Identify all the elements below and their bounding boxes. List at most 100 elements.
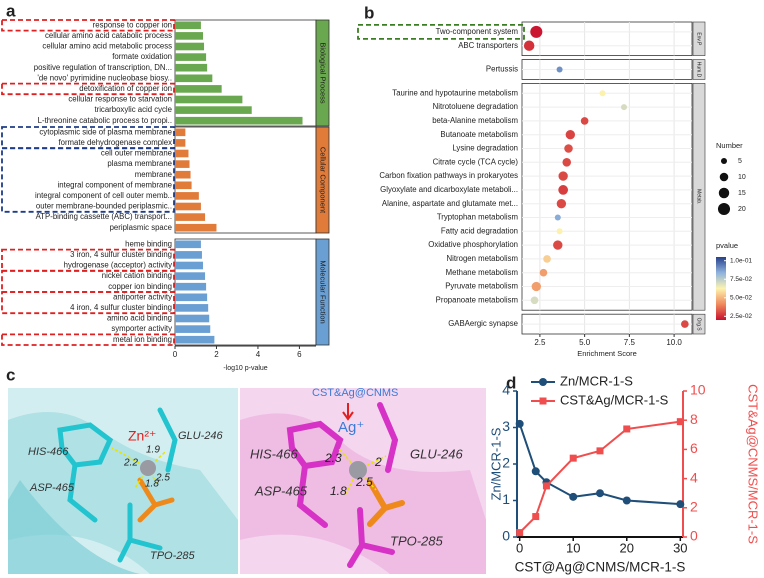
dot: [565, 130, 575, 140]
dot: [580, 117, 589, 125]
group-label: Molecular Function: [319, 260, 328, 323]
category-label: response to copper ion: [93, 20, 172, 29]
colorbar-label: 5.0e-02: [730, 294, 752, 301]
category-label: GABAergic synapse: [448, 319, 518, 328]
y-tick-label: 1: [502, 491, 510, 507]
category-label: cellular amino acid metabolic process: [42, 42, 172, 51]
x-axis-title: Enrichment Score: [577, 349, 637, 358]
y-tick-label: 3: [502, 418, 510, 434]
category-label: amino acid binding: [107, 314, 172, 323]
facet-label: Hum.D: [696, 62, 702, 78]
category-label: formate dehydrogenase complex: [58, 138, 172, 147]
group-label: Biological Process: [319, 42, 328, 104]
legend-dot: [717, 202, 731, 216]
bar: [175, 335, 215, 344]
dot: [531, 281, 541, 292]
residue-label: GLU-246: [410, 446, 464, 461]
category-label: cell outer membrane: [101, 149, 172, 158]
x-axis-title: CST@Ag@CNMS/MCR-1-S: [515, 560, 686, 575]
category-label: detoxification of copper ion: [79, 84, 172, 93]
dot: [556, 66, 563, 73]
ribbon: [8, 480, 140, 574]
bar: [175, 282, 207, 291]
marker: [622, 496, 631, 505]
dot: [599, 90, 606, 97]
bar: [175, 223, 217, 232]
x-tick-label: 20: [620, 540, 634, 555]
residue-label: GLU-246: [178, 430, 224, 442]
x-tick-label: 2: [214, 350, 219, 359]
dot: [539, 268, 548, 277]
highlight-box: [1, 19, 175, 32]
category-label: Nitrogen metabolism: [446, 254, 518, 263]
legend-label: Zn/MCR-1-S: [560, 373, 633, 388]
category-label: Alanine, aspartate and glutamate met...: [382, 199, 518, 208]
legend-marker: [539, 397, 547, 405]
category-label: Two-component system: [436, 27, 518, 36]
group-label: Cellular Component: [319, 147, 328, 214]
compound-label: CST&Ag@CNMS: [312, 387, 398, 399]
bar: [175, 261, 203, 270]
ion-label: Ag⁺: [338, 419, 364, 436]
residue-label: ASP-465: [254, 483, 308, 498]
legend-label: 20: [738, 206, 746, 213]
legend-dot: [718, 187, 730, 199]
category-label: ABC transporters: [458, 41, 518, 50]
colorbar-label: 7.5e-02: [730, 276, 752, 283]
dot: [556, 199, 567, 209]
highlight-box: [1, 333, 175, 346]
bar: [175, 85, 222, 93]
marker: [542, 482, 550, 490]
category-label: tricarboxylic acid cycle: [94, 105, 172, 114]
legend-marker: [539, 378, 547, 386]
category-label: Nitrotoluene degradation: [433, 102, 518, 111]
category-label: formate oxidation: [112, 52, 172, 61]
category-label: outer membrane-bounded periplasmic..: [36, 202, 172, 211]
dot: [523, 40, 535, 51]
facet-panel: [521, 21, 693, 56]
marker: [515, 419, 524, 428]
category-label: membrane: [135, 170, 172, 179]
bar: [175, 240, 201, 249]
residue-label: ASP-465: [29, 482, 75, 494]
bar: [175, 213, 206, 221]
category-label: ATP-binding cassette (ABC) transport...: [36, 212, 172, 221]
distance-label: 2.5: [355, 475, 373, 489]
facet-label: Env.P: [696, 32, 702, 46]
bar: [175, 32, 203, 40]
dot: [564, 144, 573, 153]
marker: [569, 492, 578, 501]
dot: [553, 240, 563, 250]
legend-label: CST&Ag/MCR-1-S: [560, 392, 669, 407]
marker: [531, 467, 540, 476]
dot: [554, 214, 561, 221]
category-label: Taurine and hypotaurine metabolism: [392, 88, 518, 97]
category-label: hydrogenase (acceptor) activity: [64, 261, 172, 270]
bar: [175, 170, 191, 179]
category-label: Fatty acid degradation: [441, 226, 518, 235]
y2-tick-label: 2: [690, 499, 698, 515]
distance-label: 2.2: [123, 458, 138, 469]
legend-dot: [719, 172, 729, 182]
x-tick-label: 10: [566, 540, 580, 555]
bar: [175, 106, 252, 114]
x-axis-title: -log10 p-value: [223, 365, 267, 372]
sticks: [137, 477, 175, 523]
category-label: integral component of cell outer memb..: [35, 191, 172, 200]
category-label: Carbon fixation pathways in prokaryotes: [379, 171, 518, 180]
x-tick-label: 0: [173, 350, 178, 359]
category-label: positive regulation of transcription, DN…: [34, 63, 172, 72]
category-label: heme binding: [125, 239, 172, 248]
category-label: cellular amino acid catabolic process: [45, 31, 172, 40]
bar: [175, 251, 202, 259]
bar: [175, 192, 199, 200]
category-label: copper ion binding: [108, 282, 172, 291]
distance-label: 2: [374, 455, 382, 469]
category-label: Citrate cycle (TCA cycle): [433, 157, 519, 166]
sticks: [367, 479, 405, 527]
x-tick-label: 6: [297, 350, 302, 359]
category-label: plasma membrane: [107, 159, 172, 168]
structure-panel: Zn²⁺ HIS-466 GLU-246 ASP-465 TPO-285 1.9…: [8, 387, 486, 574]
x-tick-label: 30: [673, 540, 687, 555]
